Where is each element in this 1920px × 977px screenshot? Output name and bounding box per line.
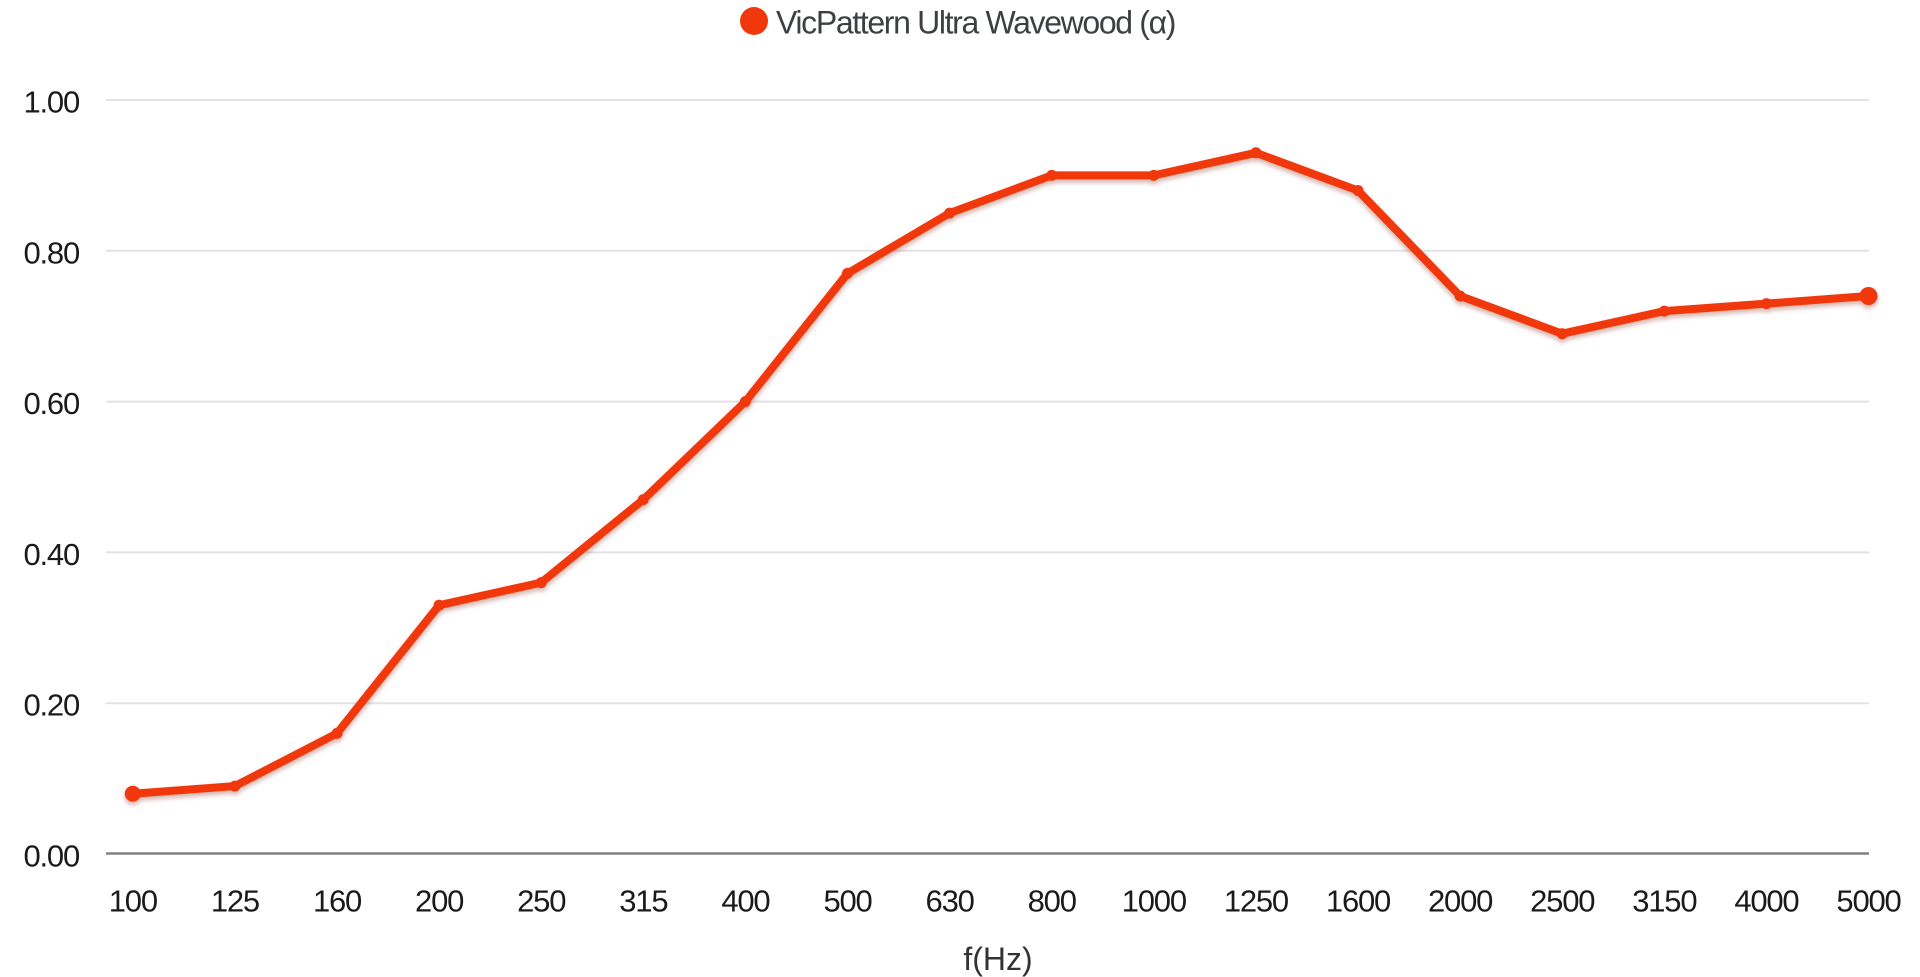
svg-text:0.00: 0.00 [23,839,79,874]
svg-text:630: 630 [926,884,975,919]
svg-text:200: 200 [415,884,464,919]
svg-text:5000: 5000 [1836,884,1901,919]
svg-text:1250: 1250 [1224,884,1289,919]
svg-text:250: 250 [517,884,566,919]
svg-text:500: 500 [823,884,872,919]
svg-text:1000: 1000 [1122,884,1187,919]
svg-text:0.40: 0.40 [23,537,79,572]
svg-text:4000: 4000 [1734,884,1799,919]
svg-text:2000: 2000 [1428,884,1493,919]
svg-text:800: 800 [1028,884,1077,919]
svg-text:3150: 3150 [1632,884,1697,919]
svg-text:1.00: 1.00 [23,85,79,120]
svg-text:125: 125 [211,884,259,919]
svg-text:0.20: 0.20 [23,688,79,723]
svg-text:0.60: 0.60 [23,386,79,421]
svg-text:2500: 2500 [1530,884,1595,919]
svg-text:400: 400 [721,884,770,919]
svg-text:160: 160 [313,884,362,919]
svg-text:f(Hz): f(Hz) [963,941,1032,977]
svg-text:315: 315 [619,884,667,919]
svg-text:100: 100 [109,884,158,919]
svg-text:1600: 1600 [1326,884,1391,919]
svg-text:VicPattern Ultra Wavewood (α): VicPattern Ultra Wavewood (α) [776,5,1175,41]
svg-text:0.80: 0.80 [23,235,79,270]
